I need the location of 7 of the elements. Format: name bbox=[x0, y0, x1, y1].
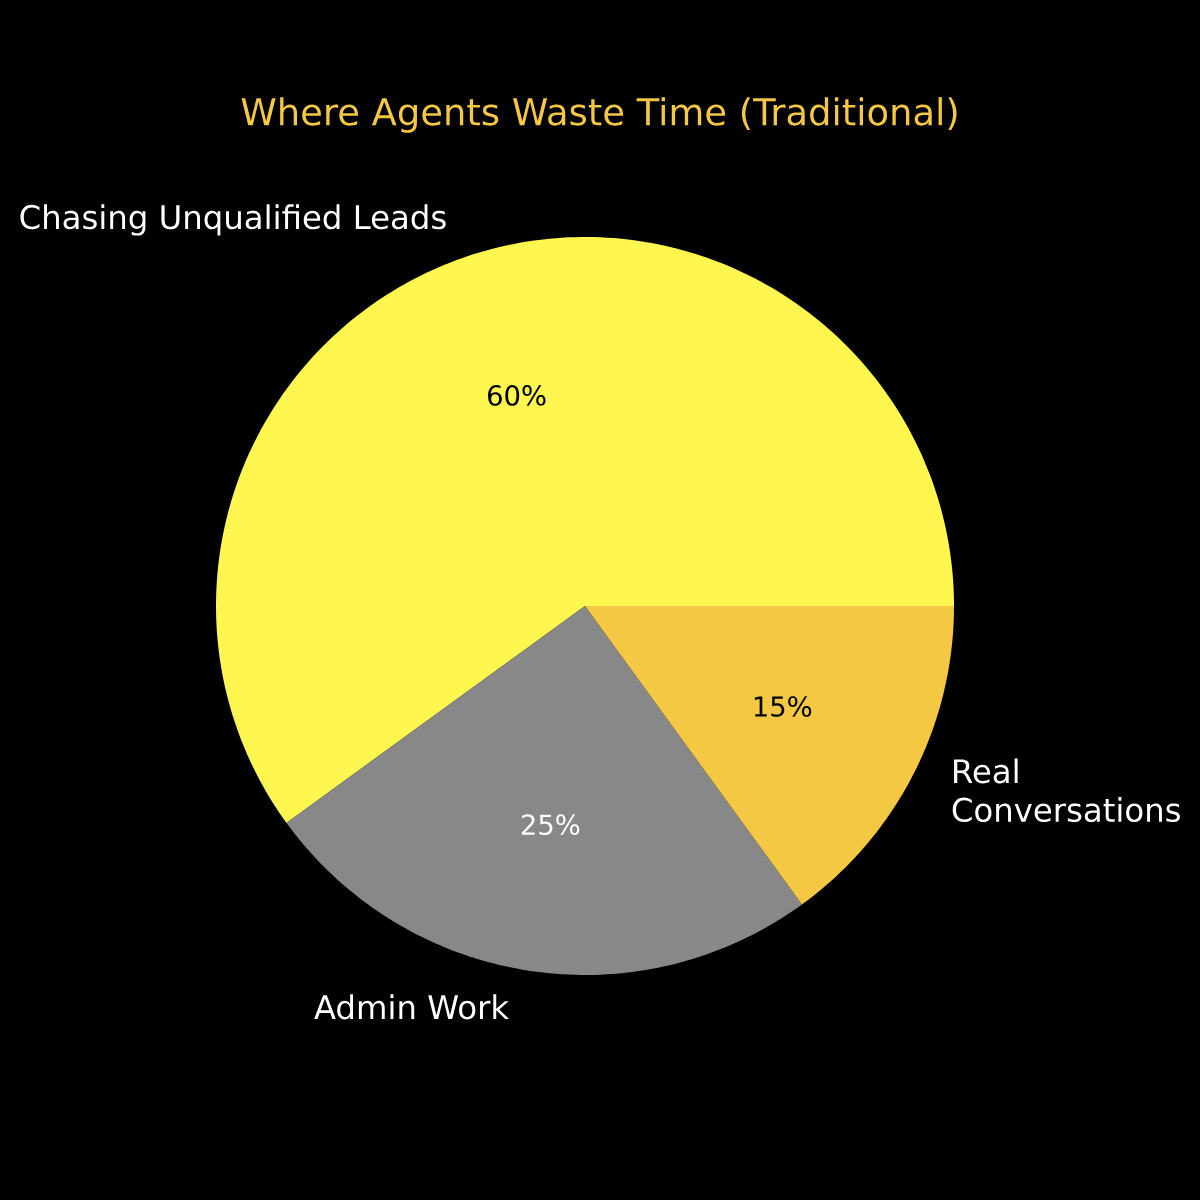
data-label: 15% bbox=[754, 696, 812, 717]
chart-title: Where Agents Waste Time (Traditional) bbox=[241, 97, 957, 133]
data-label: 60% bbox=[488, 385, 546, 406]
data-label: 25% bbox=[521, 814, 580, 836]
slice-label: Real Conversations bbox=[952, 758, 1180, 823]
slice-label: Chasing Unqualified Leads bbox=[20, 204, 446, 236]
slice-label: Admin Work bbox=[314, 994, 510, 1020]
